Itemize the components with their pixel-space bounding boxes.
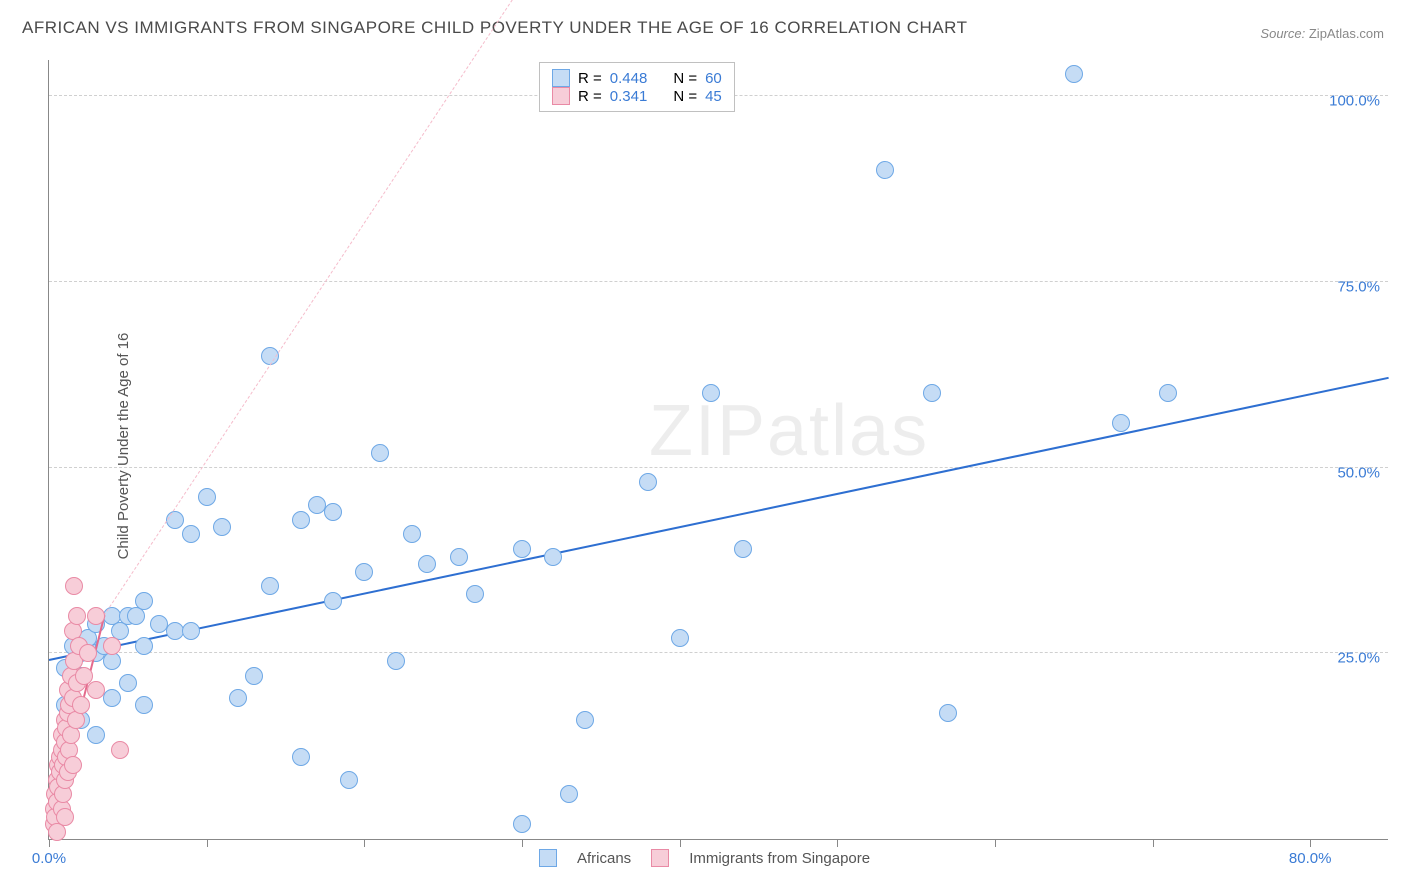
data-point bbox=[1065, 65, 1083, 83]
data-point bbox=[418, 555, 436, 573]
data-point bbox=[245, 667, 263, 685]
r-label: R = bbox=[578, 88, 602, 105]
watermark: ZIPatlas bbox=[649, 390, 929, 472]
stats-row: R = 0.448 N = 60 bbox=[552, 69, 722, 87]
data-point bbox=[135, 637, 153, 655]
legend-swatch bbox=[552, 69, 570, 87]
legend-label: Africans bbox=[577, 850, 631, 867]
data-point bbox=[68, 607, 86, 625]
source-label: Source: bbox=[1260, 26, 1305, 41]
x-tick bbox=[1310, 839, 1311, 847]
legend-swatch bbox=[651, 849, 669, 867]
r-value: 0.448 bbox=[610, 70, 648, 87]
x-tick bbox=[1153, 839, 1154, 847]
data-point bbox=[403, 525, 421, 543]
data-point bbox=[923, 384, 941, 402]
data-point bbox=[56, 808, 74, 826]
data-point bbox=[87, 681, 105, 699]
data-point bbox=[103, 637, 121, 655]
x-tick bbox=[680, 839, 681, 847]
data-point bbox=[75, 667, 93, 685]
data-point bbox=[340, 771, 358, 789]
gridline bbox=[49, 281, 1388, 282]
x-tick-label: 80.0% bbox=[1289, 850, 1332, 867]
data-point bbox=[64, 756, 82, 774]
r-label: R = bbox=[578, 70, 602, 87]
data-point bbox=[292, 748, 310, 766]
data-point bbox=[671, 629, 689, 647]
series-legend: Africans Immigrants from Singapore bbox=[539, 849, 870, 867]
x-tick bbox=[995, 839, 996, 847]
x-tick bbox=[207, 839, 208, 847]
source-name: ZipAtlas.com bbox=[1309, 26, 1384, 41]
y-tick-label: 25.0% bbox=[1337, 650, 1380, 667]
watermark-atlas: atlas bbox=[767, 391, 929, 471]
data-point bbox=[213, 518, 231, 536]
y-tick-label: 75.0% bbox=[1337, 278, 1380, 295]
data-point bbox=[1112, 414, 1130, 432]
n-label: N = bbox=[673, 88, 697, 105]
data-point bbox=[182, 622, 200, 640]
data-point bbox=[560, 785, 578, 803]
data-point bbox=[576, 711, 594, 729]
data-point bbox=[513, 540, 531, 558]
x-tick-label: 0.0% bbox=[32, 850, 66, 867]
x-tick bbox=[837, 839, 838, 847]
data-point bbox=[324, 503, 342, 521]
source-attribution: Source: ZipAtlas.com bbox=[1260, 26, 1384, 41]
data-point bbox=[387, 652, 405, 670]
stats-row: R = 0.341 N = 45 bbox=[552, 87, 722, 105]
data-point bbox=[702, 384, 720, 402]
data-point bbox=[734, 540, 752, 558]
data-point bbox=[79, 644, 97, 662]
data-point bbox=[87, 726, 105, 744]
data-point bbox=[103, 689, 121, 707]
data-point bbox=[324, 592, 342, 610]
stats-legend: R = 0.448 N = 60 R = 0.341 N = 45 bbox=[539, 62, 735, 112]
data-point bbox=[182, 525, 200, 543]
watermark-zip: ZIP bbox=[649, 391, 767, 471]
data-point bbox=[292, 511, 310, 529]
legend-swatch bbox=[552, 87, 570, 105]
y-tick-label: 100.0% bbox=[1329, 93, 1380, 110]
data-point bbox=[450, 548, 468, 566]
gridline bbox=[49, 652, 1388, 653]
x-tick bbox=[49, 839, 50, 847]
data-point bbox=[135, 592, 153, 610]
data-point bbox=[229, 689, 247, 707]
data-point bbox=[135, 696, 153, 714]
y-tick-label: 50.0% bbox=[1337, 464, 1380, 481]
data-point bbox=[1159, 384, 1177, 402]
data-point bbox=[639, 473, 657, 491]
data-point bbox=[119, 674, 137, 692]
n-label: N = bbox=[673, 70, 697, 87]
data-point bbox=[939, 704, 957, 722]
legend-label: Immigrants from Singapore bbox=[689, 850, 870, 867]
data-point bbox=[87, 607, 105, 625]
r-value: 0.341 bbox=[610, 88, 648, 105]
data-point bbox=[198, 488, 216, 506]
x-tick bbox=[364, 839, 365, 847]
data-point bbox=[166, 511, 184, 529]
n-value: 60 bbox=[705, 70, 722, 87]
x-tick bbox=[522, 839, 523, 847]
chart-title: AFRICAN VS IMMIGRANTS FROM SINGAPORE CHI… bbox=[22, 18, 967, 38]
data-point bbox=[513, 815, 531, 833]
data-point bbox=[876, 161, 894, 179]
data-point bbox=[355, 563, 373, 581]
data-point bbox=[466, 585, 484, 603]
data-point bbox=[65, 577, 83, 595]
data-point bbox=[111, 741, 129, 759]
n-value: 45 bbox=[705, 88, 722, 105]
data-point bbox=[544, 548, 562, 566]
data-point bbox=[261, 577, 279, 595]
gridline bbox=[49, 467, 1388, 468]
data-point bbox=[371, 444, 389, 462]
scatter-plot-area: ZIPatlas 25.0%50.0%75.0%100.0%0.0%80.0%R… bbox=[48, 60, 1388, 840]
data-point bbox=[72, 696, 90, 714]
legend-swatch bbox=[539, 849, 557, 867]
